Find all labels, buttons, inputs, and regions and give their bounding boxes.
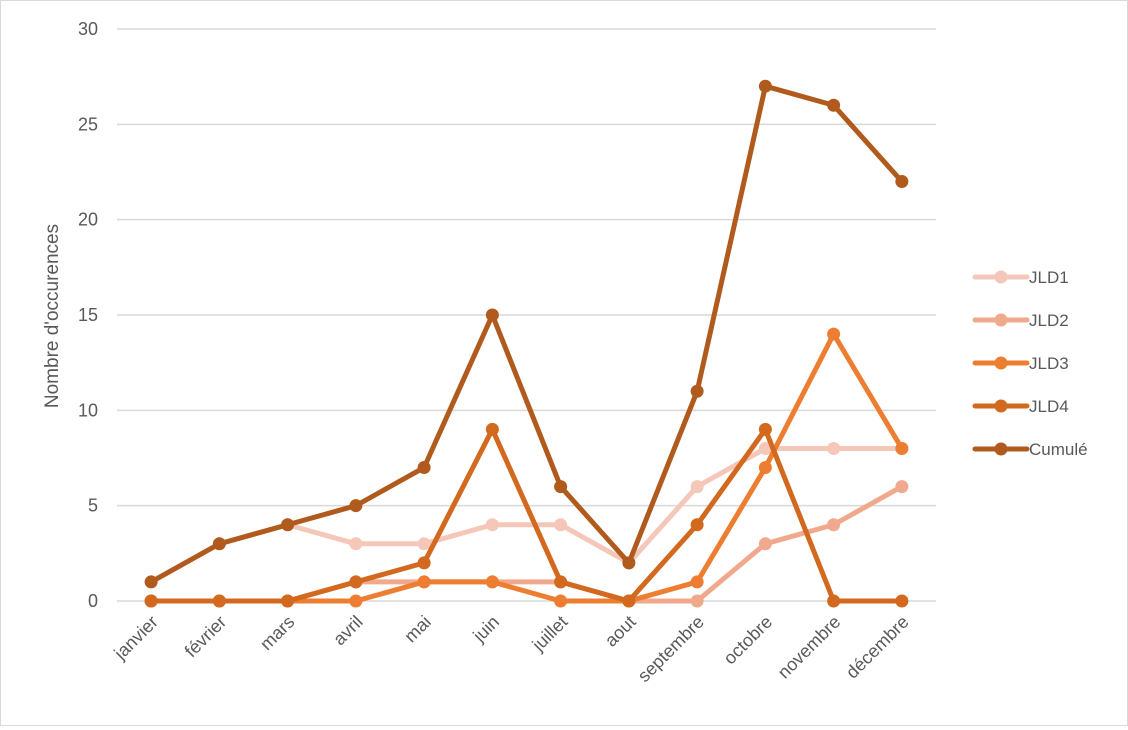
x-tick-label: octobre (720, 612, 777, 669)
legend-label: Cumulé (1029, 440, 1088, 459)
x-tick-label: juillet (528, 612, 572, 656)
x-tick-label: avril (329, 612, 366, 649)
data-point-marker (827, 98, 841, 112)
legend-item-jld4: JLD4 (972, 397, 1069, 416)
y-axis-label: Nombre d'occurences (42, 224, 63, 408)
data-point-marker (827, 594, 841, 608)
data-point-marker (895, 175, 909, 189)
data-point-marker (485, 575, 499, 589)
data-point-marker (417, 461, 431, 475)
legend-label: JLD1 (1029, 268, 1069, 287)
legend-label: JLD3 (1029, 354, 1069, 373)
data-point-marker (690, 575, 704, 589)
data-point-marker (895, 441, 909, 455)
y-tick-label: 20 (78, 210, 98, 230)
y-tick-label: 0 (88, 591, 98, 611)
data-point-marker (485, 308, 499, 322)
x-tick-label: janvier (110, 612, 162, 664)
x-tick-label: septembre (634, 612, 708, 686)
data-point-marker (758, 422, 772, 436)
y-axis-ticks: 0 5 10 15 20 25 30 (78, 19, 98, 611)
data-point-marker (690, 594, 704, 608)
legend-marker-icon (994, 270, 1008, 284)
y-tick-label: 30 (78, 19, 98, 39)
y-tick-label: 10 (78, 400, 98, 420)
series-cumulé (144, 79, 909, 589)
series-line (149, 83, 904, 585)
data-point-marker (758, 79, 772, 93)
data-point-marker (212, 594, 226, 608)
data-point-marker (554, 480, 568, 494)
x-tick-label: mai (400, 612, 435, 647)
data-point-marker (485, 422, 499, 436)
data-point-marker (690, 384, 704, 398)
data-point-marker (895, 480, 909, 494)
data-point-marker (758, 537, 772, 551)
legend-item-cumulé: Cumulé (972, 440, 1088, 459)
data-point-marker (349, 575, 363, 589)
x-tick-label: décembre (842, 612, 913, 683)
data-point-marker (349, 594, 363, 608)
legend-item-jld1: JLD1 (972, 268, 1069, 287)
data-point-marker (554, 518, 568, 532)
legend: JLD1 JLD2 JLD3 JLD4 Cumulé (972, 268, 1088, 459)
series-line (151, 426, 902, 604)
data-point-marker (758, 461, 772, 475)
legend-label: JLD2 (1029, 311, 1069, 330)
series-lines (144, 79, 909, 608)
x-tick-label: février (181, 612, 231, 662)
data-point-marker (281, 518, 295, 532)
data-point-marker (281, 594, 295, 608)
data-point-marker (417, 556, 431, 570)
data-point-marker (622, 556, 636, 570)
x-tick-label: novembre (774, 612, 845, 683)
series-jld1 (144, 441, 909, 589)
gridlines (117, 28, 936, 602)
data-point-marker (895, 594, 909, 608)
data-point-marker (758, 441, 772, 455)
series-line (151, 331, 905, 604)
data-point-marker (827, 327, 841, 341)
legend-label: JLD4 (1029, 397, 1069, 416)
y-tick-label: 5 (88, 496, 98, 516)
data-point-marker (622, 594, 636, 608)
data-point-marker (827, 441, 841, 455)
data-point-marker (212, 537, 226, 551)
data-point-marker (349, 499, 363, 513)
x-tick-label: mars (256, 612, 298, 654)
legend-item-jld3: JLD3 (972, 354, 1069, 373)
legend-item-jld2: JLD2 (972, 311, 1069, 330)
y-tick-label: 15 (78, 305, 98, 325)
legend-marker-icon (994, 356, 1008, 370)
x-tick-label: juin (469, 612, 504, 647)
data-point-marker (349, 537, 363, 551)
legend-marker-icon (994, 442, 1008, 456)
data-point-marker (144, 575, 158, 589)
x-tick-label: aout (601, 612, 640, 651)
data-point-marker (417, 575, 431, 589)
legend-marker-icon (994, 313, 1008, 327)
series-jld3 (144, 327, 909, 608)
x-axis-ticks: janvier février mars avril mai juin juillet aou… (110, 612, 913, 686)
y-tick-label: 25 (78, 114, 98, 134)
series-jld4 (144, 422, 909, 608)
legend-marker-icon (994, 399, 1008, 413)
data-point-marker (827, 518, 841, 532)
data-point-marker (690, 480, 704, 494)
data-point-marker (144, 594, 158, 608)
series-line (149, 445, 902, 585)
data-point-marker (554, 594, 568, 608)
data-point-marker (554, 575, 568, 589)
data-point-marker (417, 537, 431, 551)
data-point-marker (690, 518, 704, 532)
data-point-marker (485, 518, 499, 532)
